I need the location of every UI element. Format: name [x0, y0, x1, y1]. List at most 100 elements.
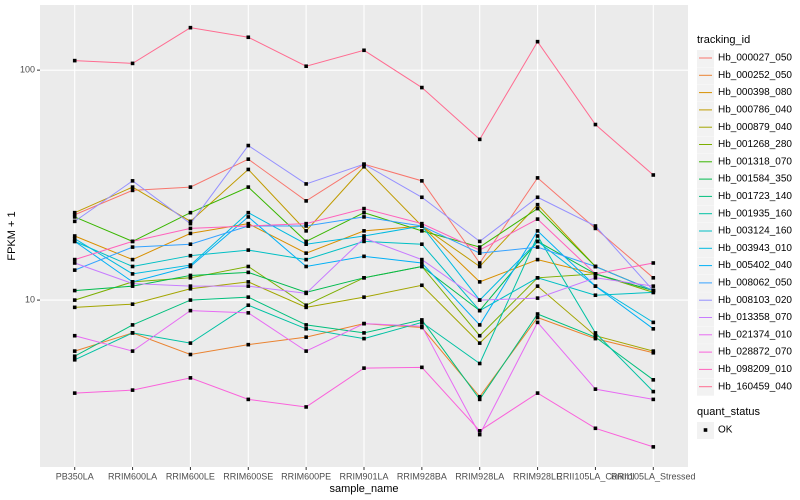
data-point	[304, 349, 308, 353]
data-point	[362, 336, 366, 341]
data-point	[420, 179, 424, 183]
data-point	[130, 284, 135, 288]
data-point	[535, 315, 540, 320]
data-point	[477, 361, 482, 366]
data-point	[130, 245, 135, 249]
x-tick-label: RRIM928BA	[397, 471, 447, 481]
data-point	[535, 39, 540, 44]
data-point	[72, 298, 77, 302]
data-point	[420, 221, 424, 226]
legend-label: Hb_001723_140	[718, 191, 792, 202]
data-point	[477, 323, 482, 327]
data-point	[72, 268, 77, 272]
data-point	[246, 270, 251, 275]
legend-label: Hb_000252_050	[718, 70, 792, 81]
data-point	[362, 162, 366, 166]
data-point	[420, 195, 424, 200]
data-point	[651, 445, 656, 449]
data-point	[593, 224, 598, 228]
data-point	[246, 280, 251, 284]
data-point	[72, 288, 77, 293]
data-point	[651, 290, 656, 295]
data-point	[130, 264, 135, 269]
data-point	[188, 242, 193, 247]
legend-label: Hb_028872_070	[718, 347, 792, 358]
data-point	[651, 320, 656, 325]
x-tick-label: RRIM928LA	[455, 471, 504, 481]
data-point	[304, 229, 308, 233]
data-point	[188, 308, 193, 313]
data-point	[246, 157, 251, 161]
data-point	[188, 286, 193, 291]
data-point	[130, 272, 135, 276]
data-point	[535, 195, 540, 200]
data-point	[246, 210, 251, 215]
data-point	[304, 257, 308, 262]
data-point	[362, 236, 366, 240]
shape-legend-title: quant_status	[697, 406, 760, 418]
data-point	[130, 61, 135, 66]
data-point	[477, 245, 482, 249]
data-point	[593, 122, 598, 127]
data-point	[420, 320, 424, 325]
data-point	[477, 261, 482, 265]
y-axis-title: FPKM + 1	[6, 211, 18, 260]
data-point	[304, 239, 308, 244]
legend-label: Hb_000879_040	[718, 122, 792, 133]
legend-label: OK	[718, 425, 733, 436]
data-point	[535, 206, 540, 211]
data-point	[593, 226, 598, 231]
data-point	[246, 143, 251, 148]
data-point	[188, 284, 193, 288]
legend-shape	[703, 428, 708, 432]
data-point	[246, 284, 251, 288]
data-point	[362, 229, 366, 233]
data-point	[72, 212, 77, 217]
data-point	[246, 311, 251, 315]
legend-label: Hb_160459_040	[718, 381, 792, 392]
data-point	[477, 280, 482, 284]
data-point	[304, 251, 308, 255]
x-tick-label: RRIM901LA	[339, 471, 388, 481]
data-point	[72, 210, 77, 215]
data-point	[130, 323, 135, 327]
data-point	[420, 224, 424, 228]
y-tick-label: 100	[20, 65, 35, 75]
data-point	[420, 261, 424, 265]
data-point	[188, 264, 193, 269]
x-tick-label: RRIM600PE	[281, 471, 331, 481]
data-point	[477, 429, 482, 433]
data-point	[72, 305, 77, 310]
x-tick-label: RRIM928LE	[513, 471, 562, 481]
legend-label: Hb_008062_050	[718, 278, 792, 289]
data-point	[72, 58, 77, 63]
data-point	[420, 257, 424, 262]
data-point	[420, 365, 424, 370]
data-point	[362, 276, 366, 280]
data-point	[477, 239, 482, 244]
data-point	[362, 48, 366, 53]
data-point	[420, 283, 424, 288]
data-point	[651, 378, 656, 382]
legend-label: Hb_000027_050	[718, 53, 792, 64]
data-point	[535, 276, 540, 280]
data-point	[535, 391, 540, 395]
data-point	[72, 349, 77, 353]
data-point	[188, 298, 193, 302]
data-point	[72, 354, 77, 359]
data-point	[246, 397, 251, 402]
data-point	[651, 288, 656, 293]
data-point	[535, 239, 540, 244]
data-point	[304, 64, 308, 69]
data-point	[477, 264, 482, 269]
data-point	[477, 298, 482, 302]
data-point	[535, 229, 540, 233]
data-point	[304, 242, 308, 247]
legend-label: Hb_003943_010	[718, 243, 792, 254]
data-point	[420, 85, 424, 90]
data-point	[651, 349, 656, 353]
data-point	[362, 254, 366, 259]
data-point	[535, 296, 540, 300]
data-point	[130, 185, 135, 189]
data-point	[304, 199, 308, 203]
